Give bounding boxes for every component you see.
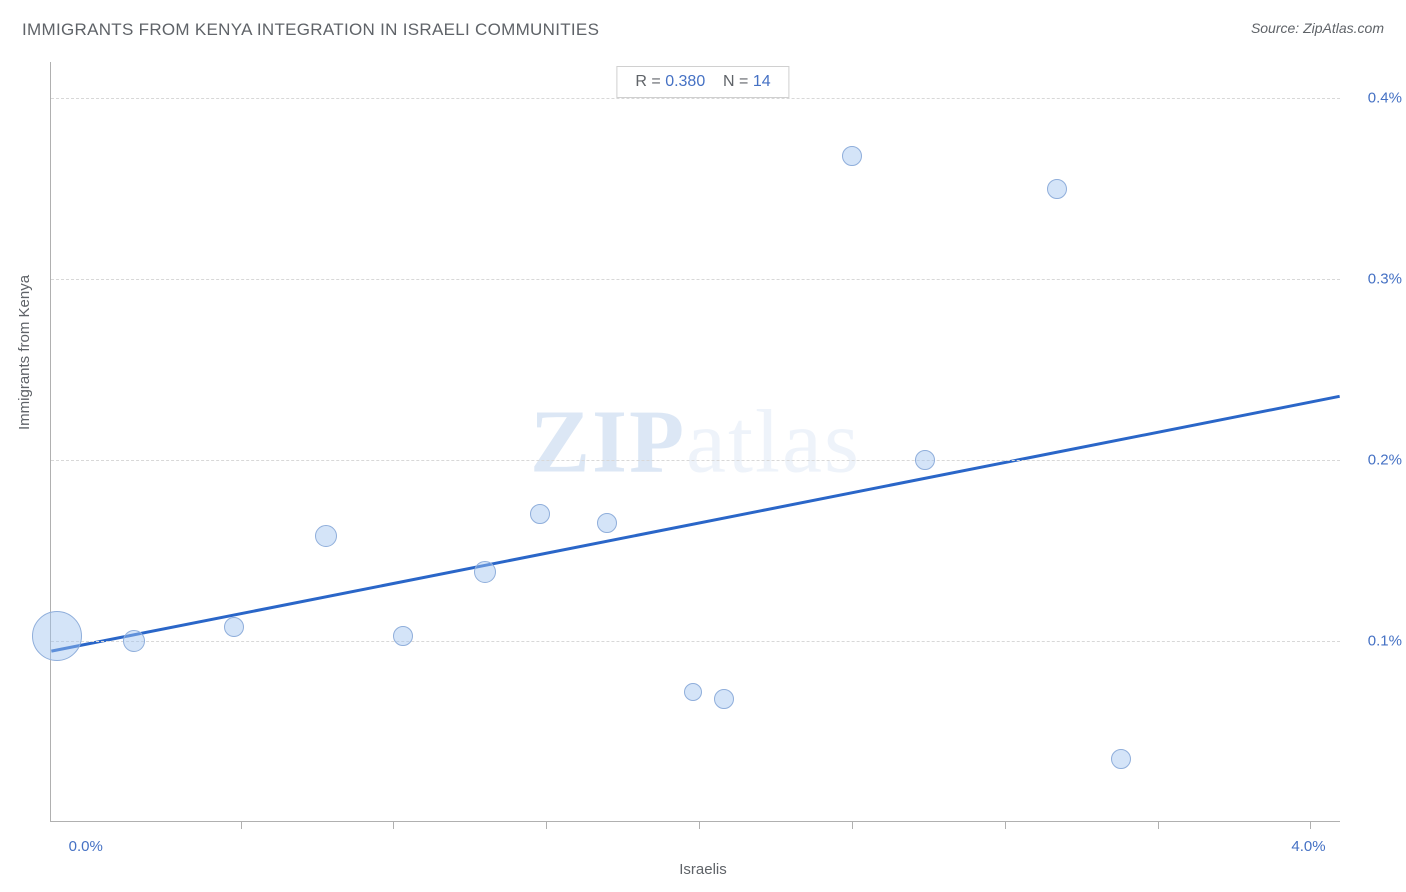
x-tick xyxy=(1158,821,1159,829)
data-point xyxy=(597,513,617,533)
stats-box: R = 0.380 N = 14 xyxy=(616,66,789,98)
watermark-text: ZIPatlas xyxy=(530,390,861,493)
x-tick xyxy=(546,821,547,829)
n-value: 14 xyxy=(753,73,771,90)
x-tick xyxy=(1005,821,1006,829)
x-axis-label: Israelis xyxy=(679,861,727,878)
n-label: N = xyxy=(723,73,748,90)
data-point xyxy=(1047,179,1067,199)
data-point xyxy=(474,561,496,583)
trend-line xyxy=(51,62,1340,821)
data-point xyxy=(915,450,935,470)
chart-source: Source: ZipAtlas.com xyxy=(1251,20,1384,36)
x-tick xyxy=(1310,821,1311,829)
data-point xyxy=(530,504,550,524)
x-tick xyxy=(393,821,394,829)
gridline xyxy=(51,279,1340,280)
x-end-label: 4.0% xyxy=(1291,838,1325,855)
y-tick-label: 0.1% xyxy=(1368,633,1402,650)
y-tick-label: 0.4% xyxy=(1368,90,1402,107)
data-point xyxy=(393,626,413,646)
chart-title: IMMIGRANTS FROM KENYA INTEGRATION IN ISR… xyxy=(22,20,599,40)
y-tick-label: 0.3% xyxy=(1368,271,1402,288)
x-tick xyxy=(852,821,853,829)
r-value: 0.380 xyxy=(665,73,705,90)
y-axis-label: Immigrants from Kenya xyxy=(16,275,33,430)
data-point xyxy=(224,617,244,637)
x-tick xyxy=(241,821,242,829)
y-tick-label: 0.2% xyxy=(1368,452,1402,469)
gridline xyxy=(51,641,1340,642)
data-point xyxy=(32,611,82,661)
gridline xyxy=(51,460,1340,461)
chart-header: IMMIGRANTS FROM KENYA INTEGRATION IN ISR… xyxy=(0,0,1406,48)
data-point xyxy=(842,146,862,166)
data-point xyxy=(714,689,734,709)
r-label: R = xyxy=(635,73,660,90)
data-point xyxy=(684,683,702,701)
x-tick xyxy=(699,821,700,829)
data-point xyxy=(315,525,337,547)
data-point xyxy=(123,630,145,652)
data-point xyxy=(1111,749,1131,769)
x-end-label: 0.0% xyxy=(69,838,103,855)
watermark-light: atlas xyxy=(686,392,861,491)
gridline xyxy=(51,98,1340,99)
scatter-plot-area: ZIPatlas 0.1%0.2%0.3%0.4% xyxy=(50,62,1340,822)
watermark-bold: ZIP xyxy=(530,392,686,491)
